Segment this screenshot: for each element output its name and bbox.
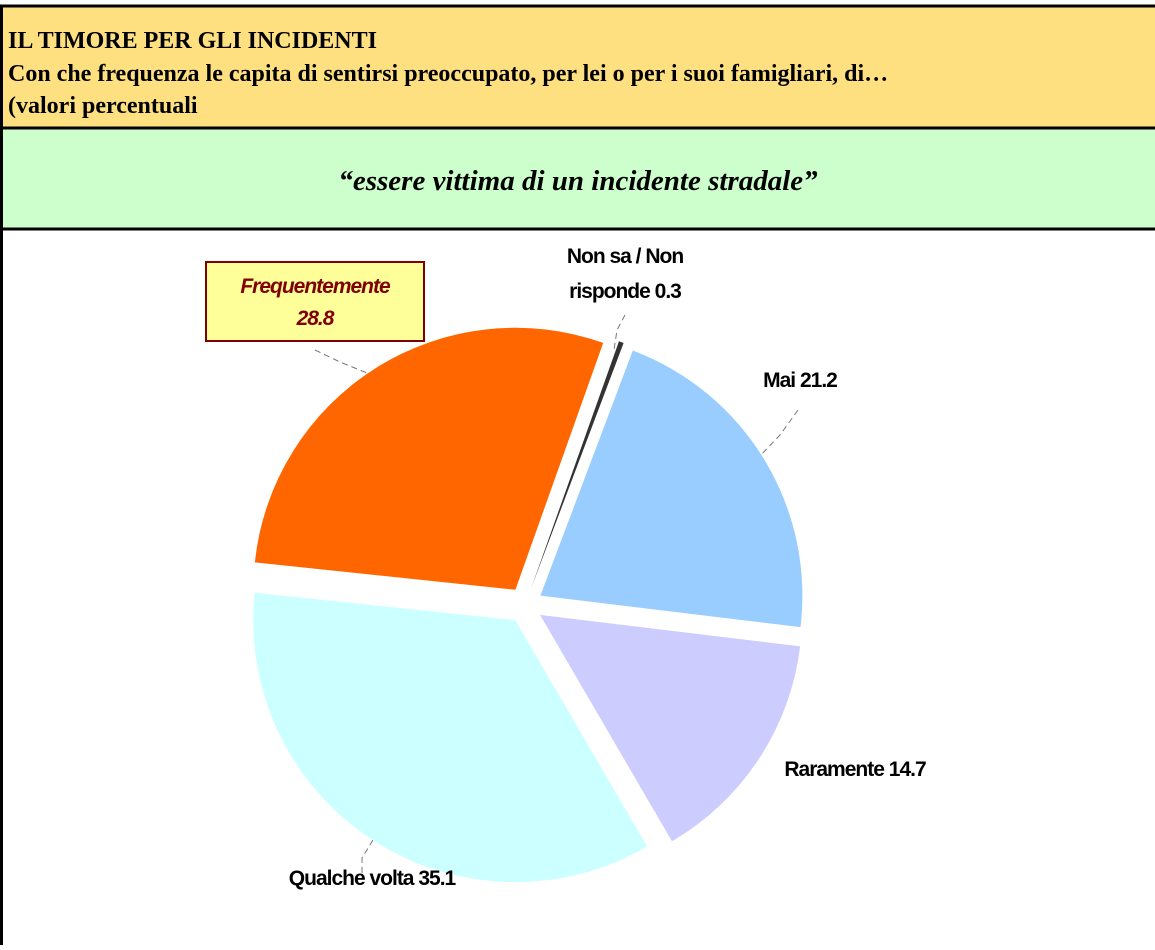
slice-label: Raramente 14.7 xyxy=(784,758,926,781)
slice-value: 14.7 xyxy=(889,758,926,781)
slice-name: Qualche volta xyxy=(289,867,415,890)
slice-label: Non sa / Non xyxy=(567,245,684,268)
slice-label: 28.8 xyxy=(296,307,335,330)
subtitle-line: Con che frequenza le capita di sentirsi … xyxy=(8,61,888,87)
slice-value: 21.2 xyxy=(800,369,837,392)
slice-label: Mai 21.2 xyxy=(763,369,837,392)
slice-name: Mai xyxy=(763,369,795,392)
subtitle-line: (valori percentuali xyxy=(8,93,198,119)
question: “essere vittima di un incidente stradale… xyxy=(338,165,818,197)
slice-name: Non sa / Non xyxy=(567,245,684,268)
slice-name: Raramente xyxy=(784,758,884,781)
slice-value: 35.1 xyxy=(418,867,456,890)
slice-value: 0.3 xyxy=(655,280,682,303)
slice-name: Frequentemente xyxy=(240,275,391,298)
slice-label: risponde 0.3 xyxy=(569,280,681,303)
slice-value: 28.8 xyxy=(296,307,335,330)
slice-label: Frequentemente xyxy=(240,275,391,298)
slice-label: Qualche volta 35.1 xyxy=(289,867,457,890)
title: IL TIMORE PER GLI INCIDENTI xyxy=(8,28,377,54)
